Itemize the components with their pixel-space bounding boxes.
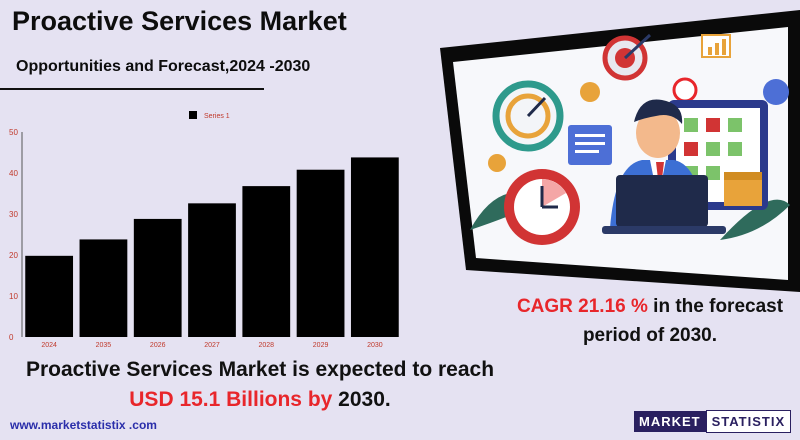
bar-graph-icon bbox=[701, 34, 731, 58]
x-tick-label: 2029 bbox=[313, 342, 329, 349]
brand-logo-right: STATISTIX bbox=[705, 409, 792, 433]
x-tick-label: 2030 bbox=[367, 342, 383, 349]
bar bbox=[79, 239, 128, 337]
market-reach-text: Proactive Services Market is expected to… bbox=[0, 355, 520, 415]
brand-logo: MARKET STATISTIX bbox=[634, 409, 792, 433]
document-icon bbox=[568, 125, 612, 165]
bar bbox=[296, 169, 345, 337]
y-tick-label: 20 bbox=[9, 251, 18, 260]
y-tick-label: 10 bbox=[9, 292, 18, 301]
market-reach-tail: 2030. bbox=[332, 388, 391, 411]
legend-swatch bbox=[189, 111, 197, 119]
page-subtitle: Opportunities and Forecast,2024 -2030 bbox=[16, 58, 311, 75]
bar bbox=[350, 157, 399, 337]
x-tick-label: 2026 bbox=[150, 342, 166, 349]
bar bbox=[242, 186, 291, 337]
gauge-icon bbox=[492, 80, 564, 152]
illustration bbox=[440, 10, 800, 292]
x-tick-label: 2028 bbox=[258, 342, 274, 349]
bar bbox=[188, 203, 236, 337]
website-link[interactable]: www.marketstatistix .com bbox=[10, 418, 157, 432]
legend-label: Series 1 bbox=[204, 113, 230, 120]
cagr-value: CAGR 21.16 % bbox=[516, 296, 648, 317]
y-tick-label: 0 bbox=[9, 333, 14, 342]
target-icon bbox=[602, 33, 652, 81]
x-tick-label: 2024 bbox=[41, 342, 57, 349]
cagr-text: CAGR 21.16 % in the forecast period of 2… bbox=[505, 292, 795, 350]
x-tick-label: 2035 bbox=[96, 342, 112, 349]
x-tick-label: 2027 bbox=[204, 342, 220, 349]
y-tick-label: 40 bbox=[9, 169, 18, 178]
bar bbox=[25, 255, 74, 337]
bar bbox=[133, 218, 182, 337]
clock-icon bbox=[504, 169, 580, 245]
y-tick-label: 30 bbox=[9, 210, 18, 219]
brand-logo-left: MARKET bbox=[634, 410, 706, 432]
box-icon bbox=[724, 172, 762, 206]
market-reach-value: USD 15.1 Billions by bbox=[129, 388, 333, 411]
market-reach-lead: Proactive Services Market is expected to… bbox=[25, 358, 495, 381]
page-title: Proactive Services Market bbox=[12, 6, 347, 36]
laptop-icon bbox=[602, 175, 726, 234]
y-tick-label: 50 bbox=[9, 128, 18, 137]
title-underline bbox=[0, 88, 264, 90]
cagr-rest: in the forecast period of 2030. bbox=[582, 296, 784, 346]
